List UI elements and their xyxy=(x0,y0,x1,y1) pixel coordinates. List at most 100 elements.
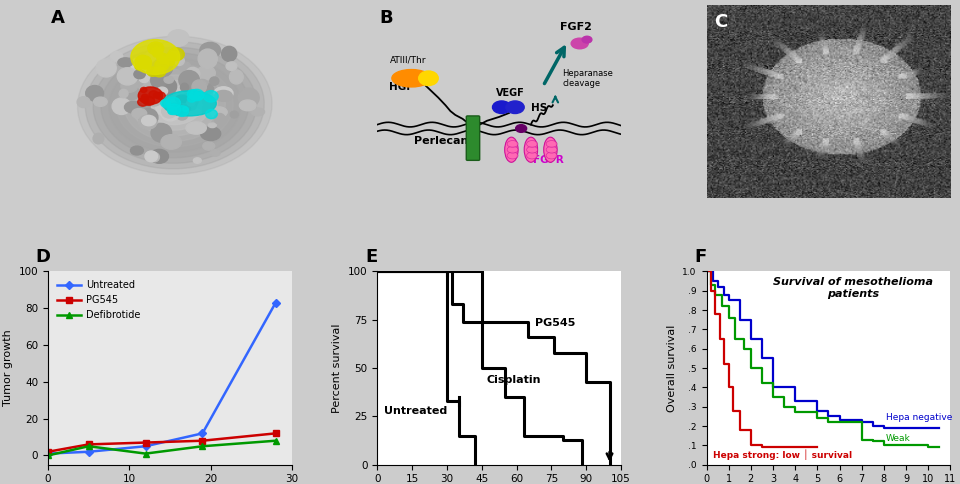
Ellipse shape xyxy=(543,137,557,162)
Ellipse shape xyxy=(193,158,202,163)
Legend: Untreated, PG545, Defibrotide: Untreated, PG545, Defibrotide xyxy=(53,276,144,324)
Ellipse shape xyxy=(215,91,232,101)
Ellipse shape xyxy=(137,98,148,106)
Text: Weak: Weak xyxy=(886,435,911,443)
Ellipse shape xyxy=(161,105,177,118)
Ellipse shape xyxy=(131,146,143,155)
Ellipse shape xyxy=(141,94,149,100)
Ellipse shape xyxy=(189,90,204,101)
Ellipse shape xyxy=(131,58,152,72)
Text: HS: HS xyxy=(531,103,547,113)
Ellipse shape xyxy=(159,57,168,64)
Ellipse shape xyxy=(143,96,155,106)
Ellipse shape xyxy=(78,36,272,174)
Text: C: C xyxy=(714,13,727,30)
Ellipse shape xyxy=(148,42,164,55)
Ellipse shape xyxy=(168,48,184,60)
PG545 xyxy=(270,430,281,436)
Y-axis label: Percent survival: Percent survival xyxy=(332,323,343,413)
Ellipse shape xyxy=(138,115,156,129)
Ellipse shape xyxy=(139,60,151,69)
Ellipse shape xyxy=(238,88,259,107)
Ellipse shape xyxy=(187,95,196,102)
Ellipse shape xyxy=(140,88,147,92)
Ellipse shape xyxy=(138,87,162,105)
Ellipse shape xyxy=(192,80,206,94)
Ellipse shape xyxy=(506,101,524,114)
Ellipse shape xyxy=(96,59,116,77)
Ellipse shape xyxy=(527,140,538,147)
Ellipse shape xyxy=(186,122,206,134)
Ellipse shape xyxy=(147,67,158,76)
Ellipse shape xyxy=(110,51,123,62)
Ellipse shape xyxy=(571,38,588,49)
Ellipse shape xyxy=(101,53,249,158)
Defibrotide xyxy=(83,443,94,449)
Ellipse shape xyxy=(505,137,518,162)
Ellipse shape xyxy=(492,101,511,114)
Text: A: A xyxy=(51,9,64,27)
Ellipse shape xyxy=(146,50,163,61)
Ellipse shape xyxy=(142,116,156,126)
Ellipse shape xyxy=(141,57,150,64)
Ellipse shape xyxy=(140,57,150,65)
Ellipse shape xyxy=(156,53,167,61)
Ellipse shape xyxy=(149,91,158,98)
Defibrotide xyxy=(140,451,152,456)
Ellipse shape xyxy=(115,107,124,114)
Ellipse shape xyxy=(153,49,162,57)
PG545 xyxy=(42,449,54,454)
Ellipse shape xyxy=(85,42,264,169)
Ellipse shape xyxy=(200,43,221,58)
Ellipse shape xyxy=(152,47,162,56)
Ellipse shape xyxy=(119,90,128,98)
Ellipse shape xyxy=(182,107,188,111)
Ellipse shape xyxy=(133,70,145,79)
Text: F: F xyxy=(694,248,707,266)
Defibrotide xyxy=(270,438,281,444)
Ellipse shape xyxy=(204,91,218,102)
Defibrotide xyxy=(42,453,54,458)
Text: Heparanase
cleavage: Heparanase cleavage xyxy=(563,69,613,88)
Ellipse shape xyxy=(197,81,216,97)
Ellipse shape xyxy=(162,91,216,116)
Ellipse shape xyxy=(166,59,175,65)
Ellipse shape xyxy=(118,58,132,67)
Text: Cisplatin: Cisplatin xyxy=(487,376,540,385)
Ellipse shape xyxy=(178,62,191,71)
Ellipse shape xyxy=(123,87,140,100)
Y-axis label: Overall survival: Overall survival xyxy=(667,324,677,412)
PG545 xyxy=(83,441,94,447)
Ellipse shape xyxy=(210,107,228,117)
Ellipse shape xyxy=(176,109,188,120)
Ellipse shape xyxy=(132,75,218,136)
Ellipse shape xyxy=(176,95,188,103)
Ellipse shape xyxy=(108,59,241,152)
Ellipse shape xyxy=(138,55,146,62)
Text: B: B xyxy=(380,9,394,27)
Ellipse shape xyxy=(156,77,177,95)
Untreated xyxy=(140,443,152,449)
Ellipse shape xyxy=(208,123,216,128)
Ellipse shape xyxy=(150,152,159,162)
Ellipse shape xyxy=(152,59,173,77)
Untreated xyxy=(270,300,281,305)
FancyBboxPatch shape xyxy=(467,116,480,160)
PG545 xyxy=(197,438,208,444)
Ellipse shape xyxy=(116,64,233,147)
Ellipse shape xyxy=(147,91,162,106)
Ellipse shape xyxy=(112,98,131,115)
Ellipse shape xyxy=(210,150,220,156)
Ellipse shape xyxy=(153,67,166,77)
Ellipse shape xyxy=(187,100,195,106)
Ellipse shape xyxy=(198,49,217,68)
Ellipse shape xyxy=(166,53,177,60)
Ellipse shape xyxy=(194,92,204,100)
Ellipse shape xyxy=(200,84,213,94)
Ellipse shape xyxy=(516,124,527,132)
Ellipse shape xyxy=(135,56,152,68)
Ellipse shape xyxy=(229,70,243,84)
Ellipse shape xyxy=(168,109,175,114)
Line: Defibrotide: Defibrotide xyxy=(45,438,278,458)
Ellipse shape xyxy=(214,114,226,124)
